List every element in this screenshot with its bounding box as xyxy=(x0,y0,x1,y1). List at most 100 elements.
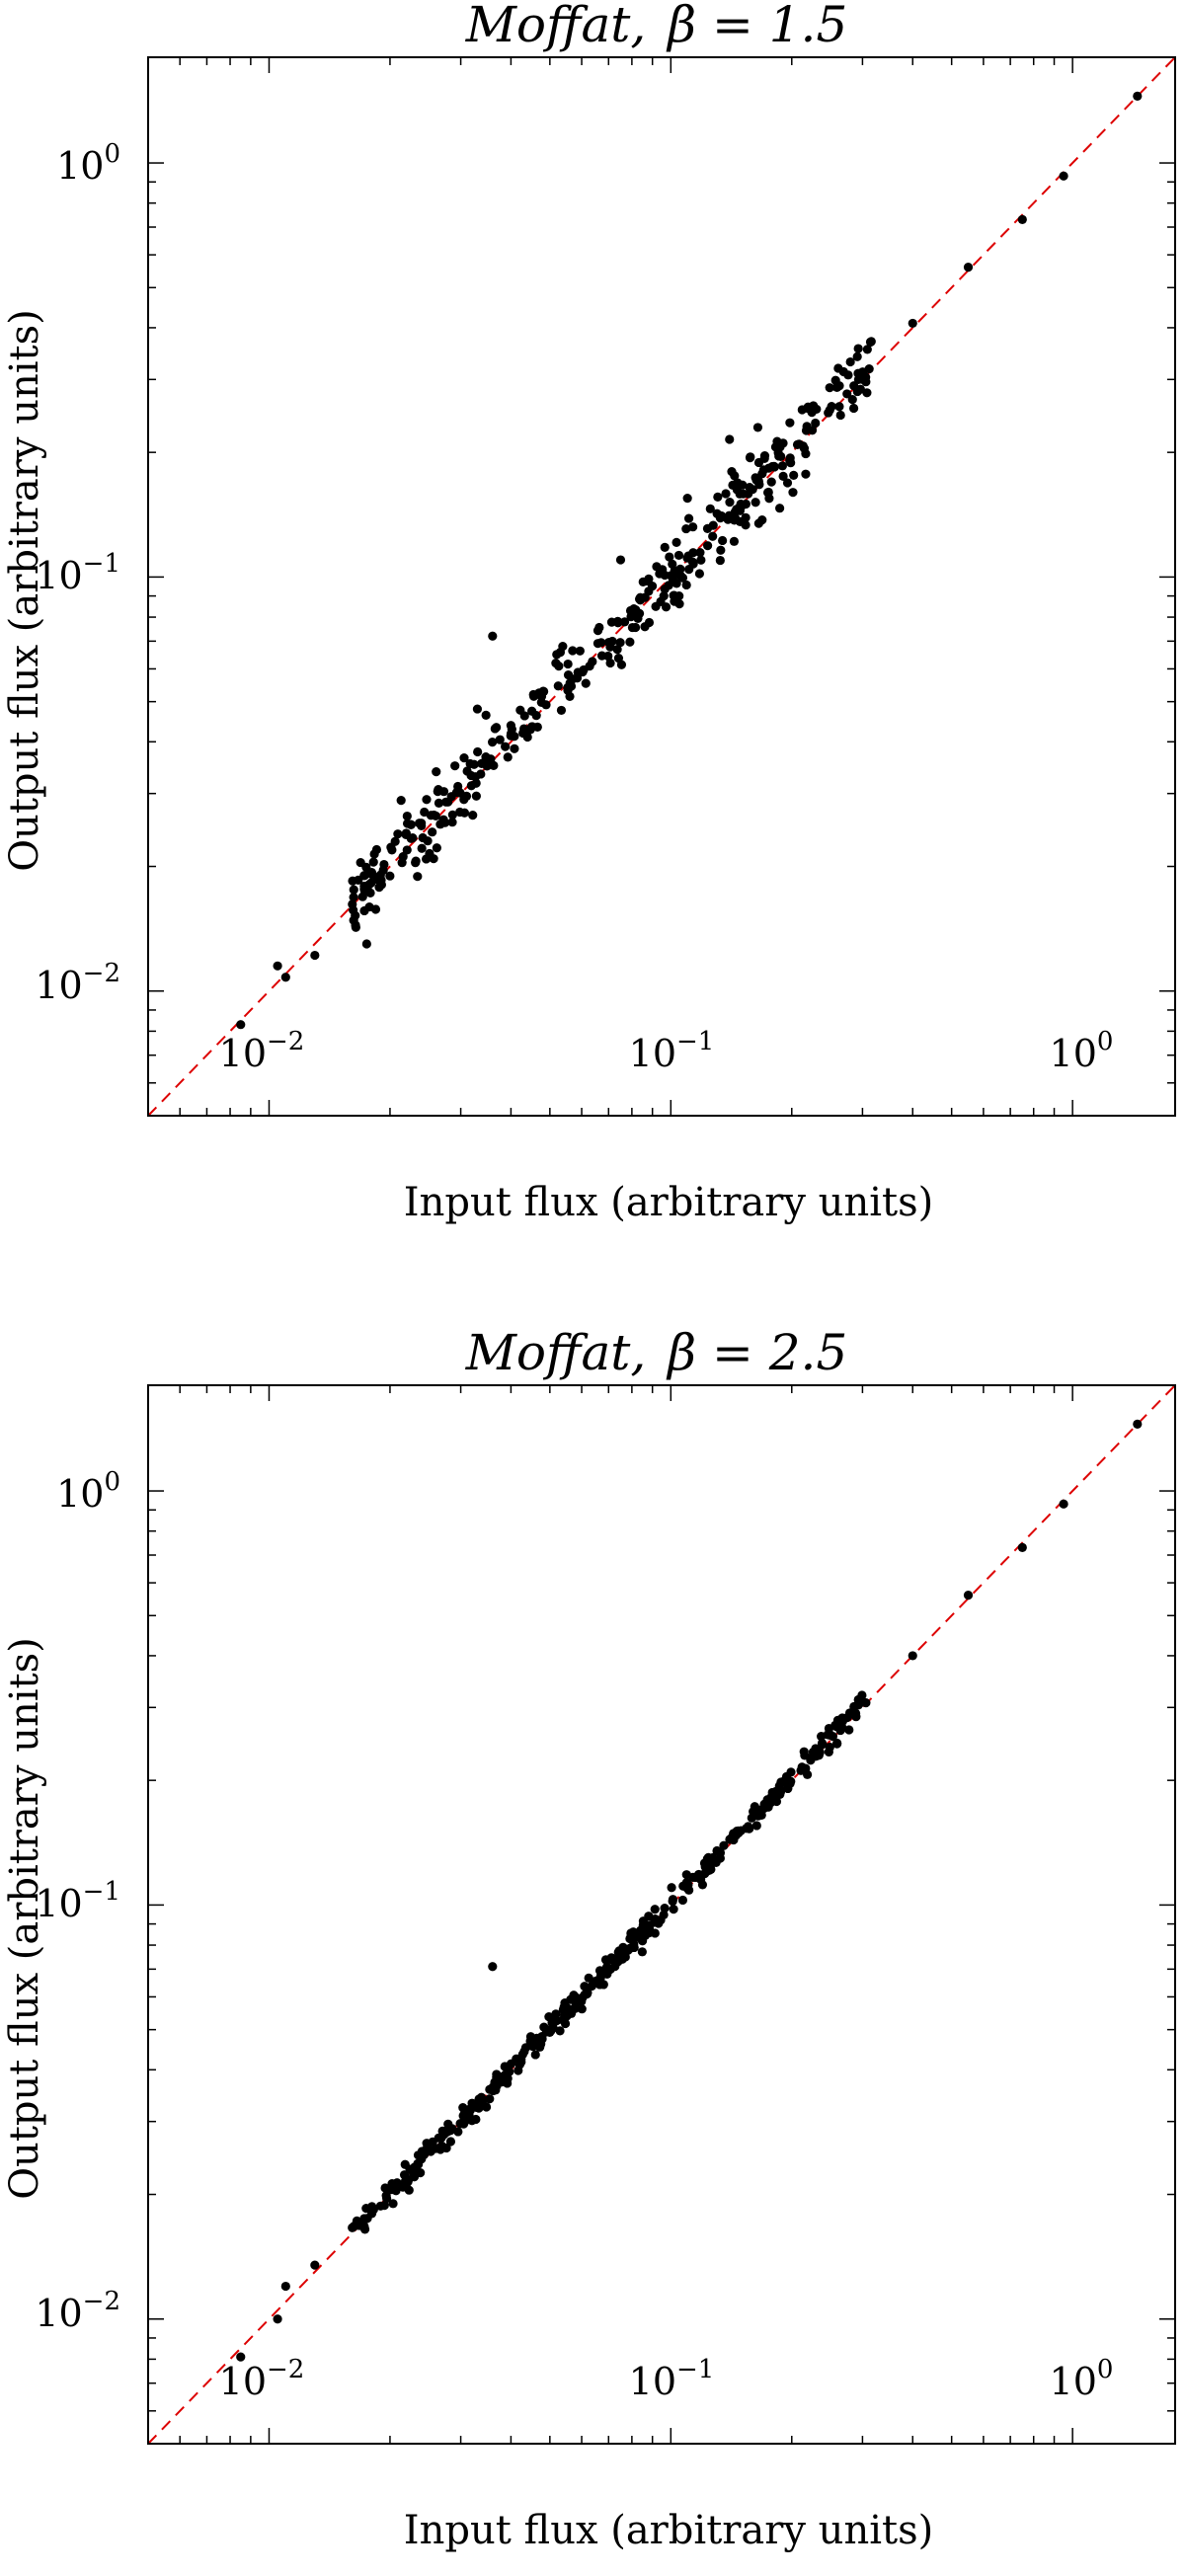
data-point xyxy=(422,2139,432,2148)
data-point xyxy=(660,542,670,552)
data-point xyxy=(468,811,478,820)
data-point xyxy=(515,705,525,715)
data-point xyxy=(447,818,457,827)
data-point xyxy=(691,1872,701,1882)
data-point xyxy=(861,1698,871,1708)
data-point xyxy=(706,1864,716,1874)
data-point xyxy=(464,2104,474,2115)
data-point xyxy=(672,579,681,588)
data-point xyxy=(1017,1542,1027,1552)
data-point xyxy=(559,2002,569,2012)
data-point xyxy=(357,892,367,901)
data-point xyxy=(776,1777,786,1787)
data-point xyxy=(754,480,764,490)
data-point xyxy=(417,2154,427,2164)
data-point xyxy=(387,2179,397,2189)
x-tick-labels-1: 10−2 10−1 100 xyxy=(219,1027,1114,1075)
data-point xyxy=(777,461,787,471)
data-point xyxy=(374,883,384,893)
data-point xyxy=(356,857,365,868)
data-point xyxy=(349,885,358,895)
data-point xyxy=(522,732,532,742)
data-point xyxy=(416,2168,426,2178)
data-point xyxy=(673,550,684,561)
data-point xyxy=(615,555,626,565)
data-point xyxy=(510,732,519,742)
data-point xyxy=(556,705,567,716)
data-point xyxy=(368,857,378,867)
data-point xyxy=(708,531,718,541)
data-point xyxy=(773,447,783,458)
data-point xyxy=(432,2144,441,2153)
data-point xyxy=(817,1731,827,1742)
y-tick-label: 10−2 xyxy=(35,959,120,1007)
data-point xyxy=(406,820,416,829)
x-tick-label: 10−1 xyxy=(629,2355,715,2403)
data-point xyxy=(432,767,441,777)
data-point xyxy=(712,508,722,518)
data-point xyxy=(548,2022,558,2032)
data-point xyxy=(750,473,760,483)
data-point xyxy=(862,388,872,398)
data-point xyxy=(665,552,674,562)
chart-title-param-1: β = 1.5 xyxy=(666,0,847,53)
data-point xyxy=(544,2012,554,2022)
y-tick-label: 10−1 xyxy=(35,1877,120,1925)
data-point xyxy=(705,504,715,513)
data-point xyxy=(668,1897,677,1907)
data-point xyxy=(486,754,496,764)
chart-title-2: Moffat, β = 2.5 xyxy=(465,1324,848,1381)
data-point xyxy=(817,1738,828,1749)
data-point xyxy=(669,1905,678,1914)
data-point xyxy=(744,489,753,499)
data-point xyxy=(806,1756,816,1765)
data-point xyxy=(801,448,811,459)
data-point xyxy=(627,622,638,633)
data-point xyxy=(388,2199,398,2209)
data-point xyxy=(280,2281,290,2292)
x-axis-label-2: Input flux (arbitrary units) xyxy=(404,2508,933,2553)
data-point xyxy=(465,758,475,769)
data-point xyxy=(834,381,844,391)
data-point xyxy=(733,478,743,488)
data-point xyxy=(371,844,382,855)
scatter-series xyxy=(236,91,1143,1030)
data-point xyxy=(555,2026,565,2036)
data-point xyxy=(637,1947,647,1957)
data-point xyxy=(432,843,441,853)
data-point xyxy=(466,781,476,791)
data-point xyxy=(765,1798,776,1808)
data-point xyxy=(847,395,857,405)
data-point xyxy=(801,469,811,479)
data-point xyxy=(634,608,645,618)
data-point xyxy=(649,1917,660,1927)
data-point xyxy=(411,856,421,866)
data-point xyxy=(453,2127,463,2137)
data-point xyxy=(778,438,788,448)
data-point xyxy=(783,1783,793,1794)
data-point xyxy=(682,553,692,563)
data-point xyxy=(825,1729,834,1739)
data-point xyxy=(364,880,374,890)
data-point xyxy=(757,515,767,525)
data-point xyxy=(866,337,876,347)
data-point xyxy=(554,661,564,671)
data-point xyxy=(702,1854,712,1864)
data-point xyxy=(835,410,845,421)
data-point xyxy=(381,2191,391,2201)
data-point xyxy=(578,666,588,677)
data-point xyxy=(658,565,668,575)
chart-title-main-1: Moffat, xyxy=(465,0,647,53)
data-point xyxy=(603,651,613,662)
data-point xyxy=(619,617,630,627)
data-point xyxy=(683,513,694,523)
data-point xyxy=(310,950,320,961)
data-point xyxy=(402,845,412,855)
data-point xyxy=(681,580,691,590)
data-point xyxy=(422,854,432,864)
data-point xyxy=(563,670,574,680)
y-axis-label-1: Output flux (arbitrary units) xyxy=(2,309,47,871)
data-point xyxy=(644,1912,654,1921)
data-point xyxy=(603,637,614,648)
data-point xyxy=(677,1895,688,1906)
